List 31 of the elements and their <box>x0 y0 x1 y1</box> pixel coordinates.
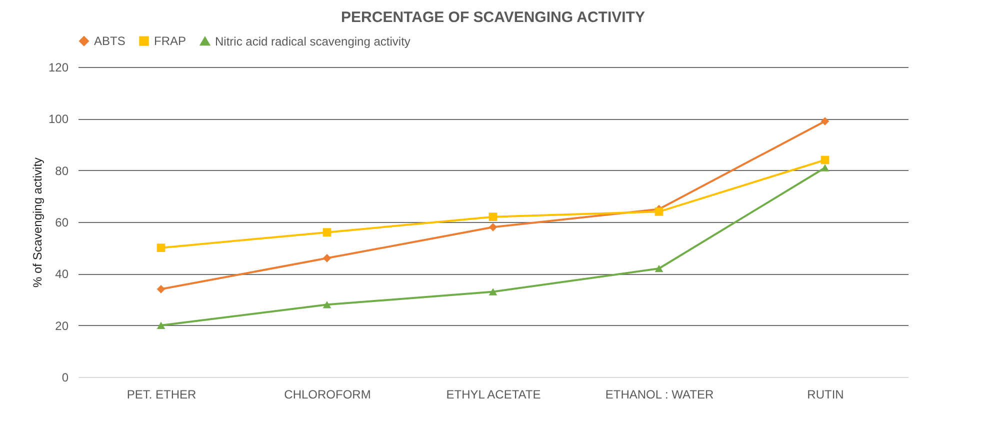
point <box>488 288 498 296</box>
y-tick-label: 60 <box>55 216 69 230</box>
x-tick-label: PET. ETHER <box>126 388 196 402</box>
point <box>156 284 166 294</box>
point <box>488 222 498 232</box>
legend-label: Nitric acid radical scavenging activity <box>215 34 410 48</box>
point <box>488 212 498 222</box>
point <box>820 164 830 172</box>
point <box>820 117 830 126</box>
x-tick-label: ETHANOL : WATER <box>605 388 714 402</box>
legend-label: ABTS <box>94 34 126 48</box>
y-tick-label: 40 <box>55 267 69 282</box>
point <box>820 156 830 164</box>
point <box>322 254 332 262</box>
point <box>322 228 332 237</box>
y-axis-title: % of Scavenging activity <box>30 157 44 288</box>
y-tick-label: 120 <box>48 60 69 74</box>
point <box>156 322 166 329</box>
legend-label: FRAP <box>154 34 186 48</box>
point <box>654 264 664 272</box>
x-tick-label: RUTIN <box>807 388 844 402</box>
y-tick-label: 20 <box>55 318 69 333</box>
x-tick-label: ETHYL ACETATE <box>446 388 541 402</box>
point <box>654 207 664 216</box>
point <box>322 301 332 308</box>
y-tick-label: 100 <box>48 112 69 126</box>
y-tick-label: 80 <box>55 164 69 178</box>
chart-title: PERCENTAGE OF SCAVENGING ACTIVITY <box>341 9 645 26</box>
x-tick-label: CHLOROFORM <box>284 388 371 402</box>
y-tick-label: 0 <box>62 370 69 384</box>
point <box>156 244 166 252</box>
